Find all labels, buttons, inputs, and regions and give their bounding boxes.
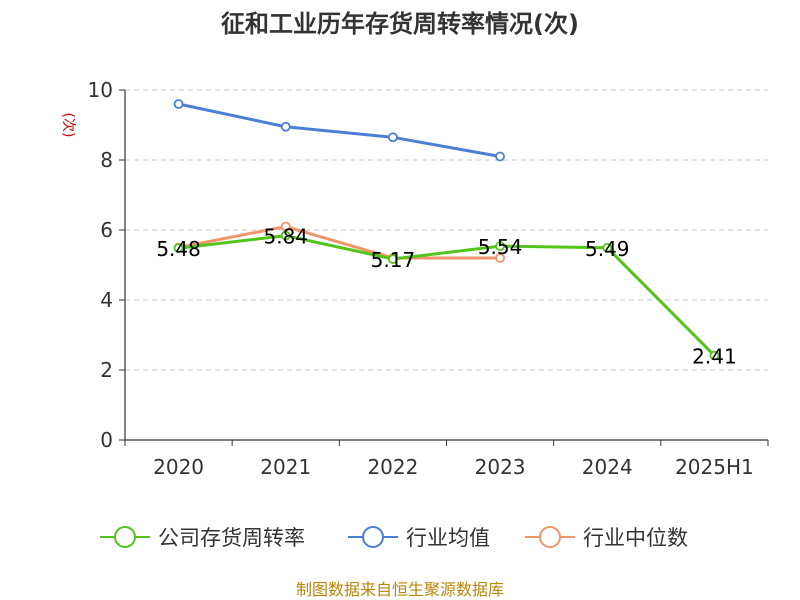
data-label: 5.84 [263,225,308,249]
data-point [495,253,505,263]
series-line [178,234,716,357]
legend-item[interactable]: 公司存货周转率 [100,526,305,550]
legend-marker [114,526,136,548]
legend-item[interactable]: 行业中位数 [525,526,688,550]
data-point [173,99,184,109]
footer-source: 制图数据来自恒生聚源数据库 [296,580,504,599]
data-labels: 5.48 5.84 5.17 5.54 5.49 2.41 [156,225,736,369]
series-line [178,102,501,158]
data-point [280,221,291,232]
data-point [173,243,184,254]
chart-title: 征和工业历年存货周转率情况(次) [221,10,579,38]
x-tick-label: 2022 [367,455,418,479]
y-axis-label: (次) [60,113,76,138]
x-tick-label: 2021 [260,455,311,479]
x-tick-label: 2023 [475,455,526,479]
data-label: 5.49 [585,237,630,261]
axes [119,89,769,446]
data-point [495,241,505,252]
legend-label: 行业均值 [406,526,490,550]
y-tick-label: 6 [100,218,113,242]
data-point [388,254,398,264]
data-point [280,121,291,132]
legend-marker [539,526,561,548]
legend-item[interactable]: 行业均值 [348,526,490,550]
data-point [388,132,398,143]
series-line [178,224,501,260]
y-tick-label: 10 [88,78,113,102]
data-label: 2.41 [692,345,737,369]
x-tick-label: 2024 [582,455,633,479]
y-tick-label: 2 [100,358,113,382]
x-tick-label: 2025H1 [675,455,754,479]
data-point [602,242,613,253]
legend-label: 公司存货周转率 [158,526,305,550]
data-label: 5.17 [371,248,416,272]
legend-label: 行业中位数 [583,526,688,550]
legend[interactable]: 公司存货周转率 行业均值 行业中位数 [100,526,688,550]
series-group [173,99,720,361]
tick-labels: 0 2 4 6 8 10 2020 2021 2022 2023 2024 2025H1 [88,78,754,479]
x-tick-label: 2020 [153,455,204,479]
data-point [495,151,505,162]
y-tick-label: 4 [100,288,113,312]
grid-lines [125,89,768,371]
y-tick-label: 8 [100,148,113,172]
data-label: 5.48 [156,237,201,261]
data-point [280,230,291,241]
y-tick-label: 0 [100,428,113,452]
data-label: 5.54 [478,235,523,259]
data-point [709,350,720,361]
legend-marker [362,526,384,548]
